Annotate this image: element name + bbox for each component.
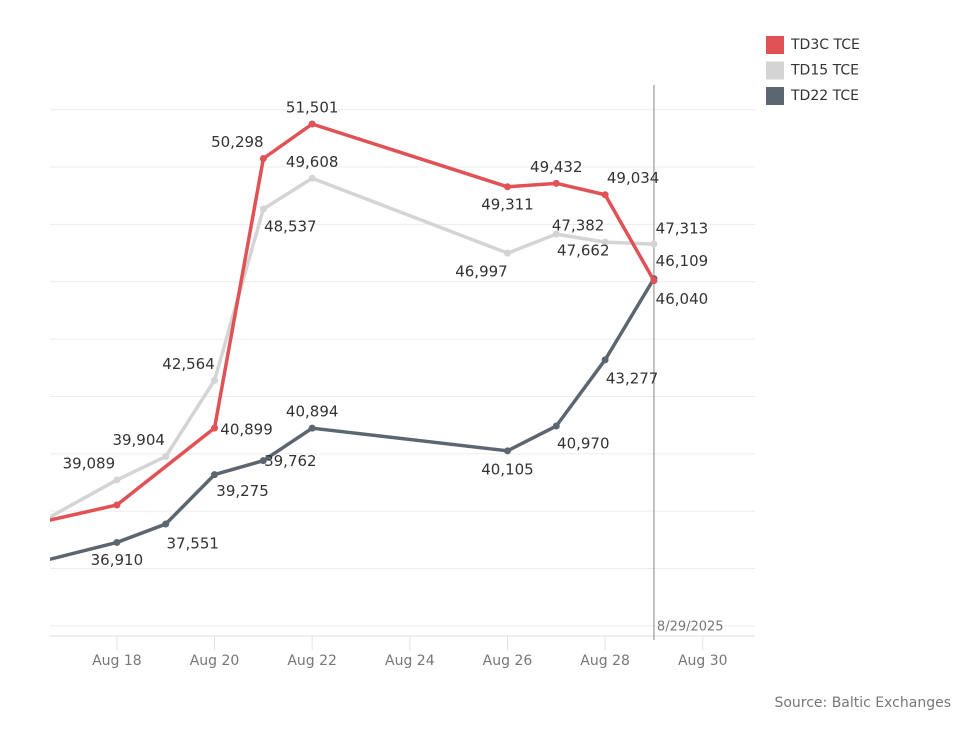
- data-label: 49,311: [481, 195, 534, 213]
- data-label: 47,313: [656, 220, 709, 238]
- x-tick-label: Aug 18: [92, 653, 142, 669]
- data-label: 42,564: [162, 355, 215, 373]
- point: [16, 563, 23, 570]
- plot: [16, 120, 658, 570]
- point: [552, 422, 560, 430]
- point: [503, 447, 511, 455]
- point: [308, 174, 316, 182]
- legend-swatch: [766, 87, 784, 105]
- point: [113, 501, 121, 509]
- point: [308, 424, 316, 432]
- data-label: 40,970: [557, 435, 610, 453]
- point: [601, 191, 609, 199]
- data-label: 39,089: [63, 454, 116, 472]
- point: [211, 471, 219, 479]
- point: [503, 183, 511, 191]
- x-tick-label: Aug 22: [287, 653, 337, 669]
- legend-label: TD3C TCE: [790, 37, 860, 53]
- point: [650, 240, 658, 248]
- data-label: 47,382: [552, 217, 605, 235]
- grid: Aug 18 Aug 20 Aug 22 Aug 24 Aug 26 Aug 28 Aug …: [50, 85, 755, 669]
- point: [259, 155, 267, 163]
- point: [211, 376, 219, 384]
- data-label: 39,904: [112, 431, 165, 449]
- series-line: [50, 176, 655, 519]
- data-label: 49,608: [286, 153, 339, 171]
- point: [552, 179, 560, 187]
- point: [113, 476, 121, 484]
- data-label: 40,894: [286, 403, 339, 421]
- data-label: 37,551: [166, 535, 219, 553]
- data-label: 47,662: [557, 242, 610, 260]
- data-label: 51,501: [286, 99, 339, 117]
- data-label: 46,040: [656, 290, 709, 308]
- legend-label: TD22 TCE: [790, 88, 859, 104]
- data-label: 39,275: [216, 482, 269, 500]
- data-label: 49,432: [530, 158, 583, 176]
- point: [259, 457, 267, 465]
- data-label: 39,762: [264, 452, 317, 470]
- point: [601, 356, 609, 364]
- data-label: 48,537: [264, 218, 317, 236]
- x-tick-label: Aug 20: [190, 653, 240, 669]
- labels: 39,089 39,904 42,564 48,537 49,608 46,997 47,6…: [63, 99, 709, 569]
- legend-label: TD15 TCE: [790, 63, 859, 79]
- point: [503, 249, 511, 257]
- x-tick-label: Aug 28: [580, 653, 630, 669]
- source: Source: Baltic Exchanges: [774, 695, 951, 711]
- point: [113, 538, 121, 546]
- point: [308, 120, 316, 128]
- point: [601, 238, 609, 246]
- point: [162, 520, 170, 528]
- series-line: [50, 277, 656, 562]
- data-label: 43,277: [606, 369, 659, 387]
- data-label: 36,910: [91, 551, 144, 569]
- data-label: 40,105: [481, 460, 534, 478]
- point: [259, 205, 267, 213]
- legend-swatch: [766, 36, 784, 54]
- point: [16, 531, 23, 538]
- legend-swatch: [766, 61, 784, 80]
- x-tick-label: Aug 24: [385, 653, 435, 669]
- legend: TD3C TCE TD15 TCE TD22 TCE: [766, 36, 860, 105]
- point: [552, 230, 560, 238]
- data-label: 46,109: [656, 252, 709, 270]
- data-label: 40,899: [220, 421, 273, 439]
- point: [16, 524, 23, 531]
- data-label: 49,034: [607, 169, 660, 187]
- x-tick-label: Aug 30: [678, 653, 728, 669]
- point: [211, 424, 219, 432]
- data-label: 50,298: [211, 133, 264, 151]
- point: [650, 277, 658, 285]
- data-label: 46,997: [455, 263, 508, 281]
- reference-label: 8/29/2025: [657, 620, 724, 635]
- point: [162, 453, 170, 461]
- x-tick-label: Aug 26: [483, 653, 533, 669]
